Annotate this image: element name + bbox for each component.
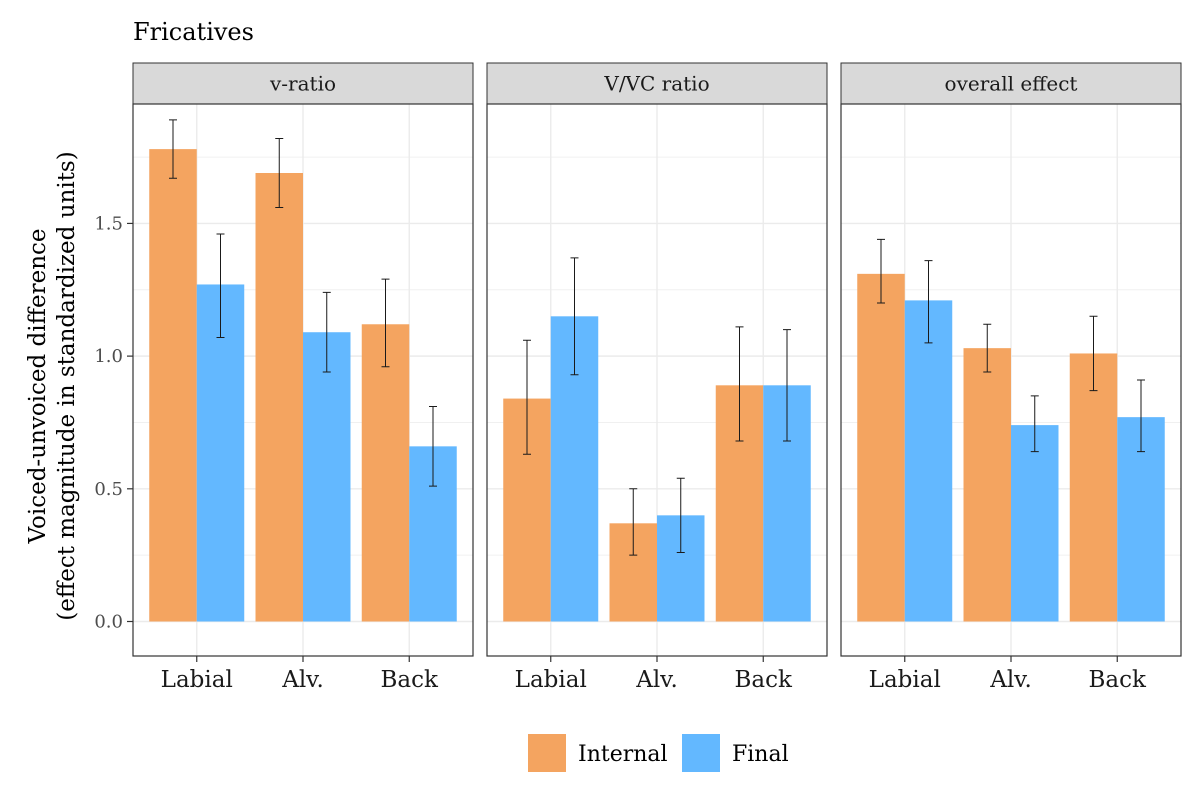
- bar-final-labial: [196, 284, 245, 622]
- error-bar-final-back: [783, 329, 791, 442]
- panel-strip-label: v-ratio: [269, 72, 336, 96]
- error-bar-final-back: [1137, 379, 1145, 453]
- x-axis: Labial Alv. Back: [161, 656, 439, 693]
- y-axis-title-line-2: (effect magnitude in standardized units): [54, 151, 80, 620]
- error-bars-internal: [877, 238, 1098, 392]
- error-bar-final-labial: [924, 260, 933, 344]
- chart-title: Fricatives: [133, 18, 254, 46]
- bar-final-alv: [1011, 425, 1059, 622]
- y-axis-title-line-1: Voiced-unvoiced difference: [25, 229, 51, 545]
- legend-swatch: [682, 734, 720, 772]
- legend-label: Final: [732, 742, 789, 767]
- panel-v-vc-ratio: V/VC ratio Labial Alv. Back: [486, 62, 828, 693]
- error-bar-final-alv: [322, 291, 331, 373]
- legend-swatch: [528, 734, 566, 772]
- panel-strip: [840, 62, 1182, 105]
- bar-final-labial: [904, 300, 953, 622]
- bar-internal-alv: [963, 348, 1011, 622]
- x-tick-label: Labial: [869, 667, 941, 693]
- error-bar-final-alv: [676, 477, 685, 553]
- x-axis: Labial Alv. Back: [869, 656, 1147, 693]
- error-bar-final-alv: [1030, 395, 1039, 453]
- x-tick-label: Back: [381, 667, 439, 693]
- error-bars-internal: [523, 326, 744, 556]
- panel-overall-effect: overall effect Labial Alv. Back: [840, 62, 1182, 693]
- error-bar-internal-labial: [169, 119, 177, 179]
- y-axis: 0.0 0.5 1.0 1.5: [94, 213, 133, 633]
- x-tick-label: Back: [735, 667, 793, 693]
- series-final: [904, 300, 1165, 622]
- legend-item-final: Final: [682, 734, 789, 772]
- x-axis: Labial Alv. Back: [515, 656, 793, 693]
- series-internal: [149, 149, 410, 622]
- error-bar-internal-alv: [275, 138, 284, 208]
- y-tick-label: 0.0: [94, 612, 123, 633]
- panel-strip-label: overall effect: [945, 72, 1078, 96]
- panel-strip-label: V/VC ratio: [603, 72, 709, 96]
- y-tick-label: 1.0: [94, 346, 123, 367]
- panel-strip: [486, 62, 828, 105]
- x-tick-label: Alv.: [635, 667, 678, 693]
- legend-item-internal: Internal: [528, 734, 668, 772]
- panel-v-ratio: v-ratio Labial Alv. Back: [132, 62, 474, 693]
- error-bar-internal-back: [1089, 315, 1098, 392]
- error-bars-internal: [169, 119, 390, 368]
- series-internal: [857, 273, 1118, 622]
- bar-internal-alv: [255, 173, 303, 622]
- error-bar-internal-labial: [877, 238, 885, 304]
- error-bar-internal-back: [381, 278, 390, 368]
- y-tick-label: 1.5: [94, 213, 123, 234]
- y-tick-label: 0.5: [94, 479, 123, 500]
- error-bar-internal-back: [735, 326, 744, 442]
- error-bar-internal-alv: [983, 323, 992, 373]
- x-tick-label: Labial: [515, 667, 587, 693]
- bar-final-alv: [303, 332, 351, 622]
- error-bar-final-back: [429, 406, 437, 487]
- bar-internal-labial: [149, 149, 197, 622]
- error-bar-internal-labial: [523, 339, 531, 455]
- x-tick-label: Labial: [161, 667, 233, 693]
- x-tick-label: Back: [1089, 667, 1147, 693]
- x-tick-label: Alv.: [989, 667, 1032, 693]
- error-bar-internal-alv: [629, 488, 638, 556]
- legend-label: Internal: [578, 742, 668, 767]
- series-final: [196, 284, 457, 622]
- x-tick-label: Alv.: [281, 667, 324, 693]
- error-bars-final: [924, 260, 1145, 453]
- series-final: [550, 316, 811, 622]
- panels: v-ratio Labial Alv. Back V/VC ratio Labial Alv…: [132, 62, 1182, 693]
- error-bars-final: [570, 257, 791, 553]
- error-bar-final-labial: [570, 257, 579, 376]
- legend: Internal Final: [528, 734, 789, 772]
- bar-internal-back: [1069, 353, 1118, 622]
- bar-internal-labial: [857, 273, 905, 622]
- error-bar-final-labial: [216, 233, 225, 339]
- panel-strip: [132, 62, 474, 105]
- y-axis-title: Voiced-unvoiced difference (effect magni…: [25, 151, 80, 620]
- bar-internal-back: [361, 324, 410, 622]
- error-bars-final: [216, 233, 437, 487]
